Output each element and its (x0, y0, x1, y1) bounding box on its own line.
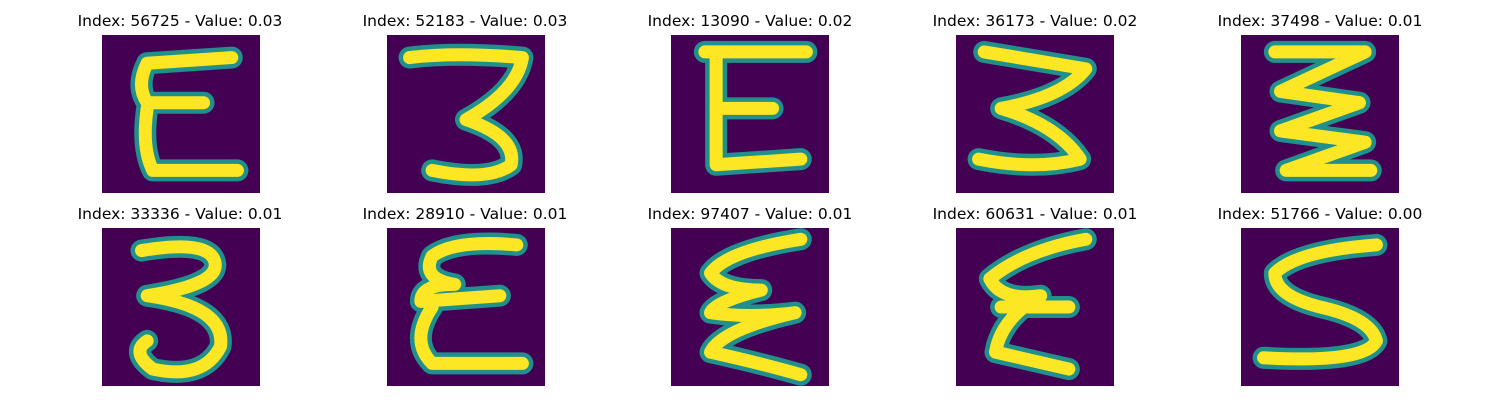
digit-image-1-svg (102, 35, 260, 193)
digit-image-8-svg (671, 228, 829, 386)
digit-image-5 (1241, 35, 1399, 193)
panel-title-7: Index: 28910 - Value: 0.01 (362, 205, 568, 223)
digit-image-6 (102, 228, 260, 386)
panel-title-4: Index: 36173 - Value: 0.02 (932, 12, 1138, 30)
panel-title-2: Index: 52183 - Value: 0.03 (362, 12, 568, 30)
panel-title-1: Index: 56725 - Value: 0.03 (77, 12, 283, 30)
digit-image-7 (387, 228, 545, 386)
digit-image-2 (387, 35, 545, 193)
panel-title-8: Index: 97407 - Value: 0.01 (647, 205, 853, 223)
digit-image-9 (956, 228, 1114, 386)
digit-image-3 (671, 35, 829, 193)
digit-image-4 (956, 35, 1114, 193)
digit-image-5-svg (1241, 35, 1399, 193)
digit-image-8 (671, 228, 829, 386)
panel-title-6: Index: 33336 - Value: 0.01 (77, 205, 283, 223)
panel-title-5: Index: 37498 - Value: 0.01 (1217, 12, 1423, 30)
panel-title-10: Index: 51766 - Value: 0.00 (1217, 205, 1423, 223)
panel-title-3: Index: 13090 - Value: 0.02 (647, 12, 853, 30)
digit-image-2-svg (387, 35, 545, 193)
digit-image-7-svg (387, 228, 545, 386)
panel-title-9: Index: 60631 - Value: 0.01 (932, 205, 1138, 223)
digit-image-10 (1241, 228, 1399, 386)
digit-image-4-svg (956, 35, 1114, 193)
digit-image-1 (102, 35, 260, 193)
digit-image-10-svg (1241, 228, 1399, 386)
digit-image-3-svg (671, 35, 829, 193)
digit-image-6-svg (102, 228, 260, 386)
digit-image-9-svg (956, 228, 1114, 386)
